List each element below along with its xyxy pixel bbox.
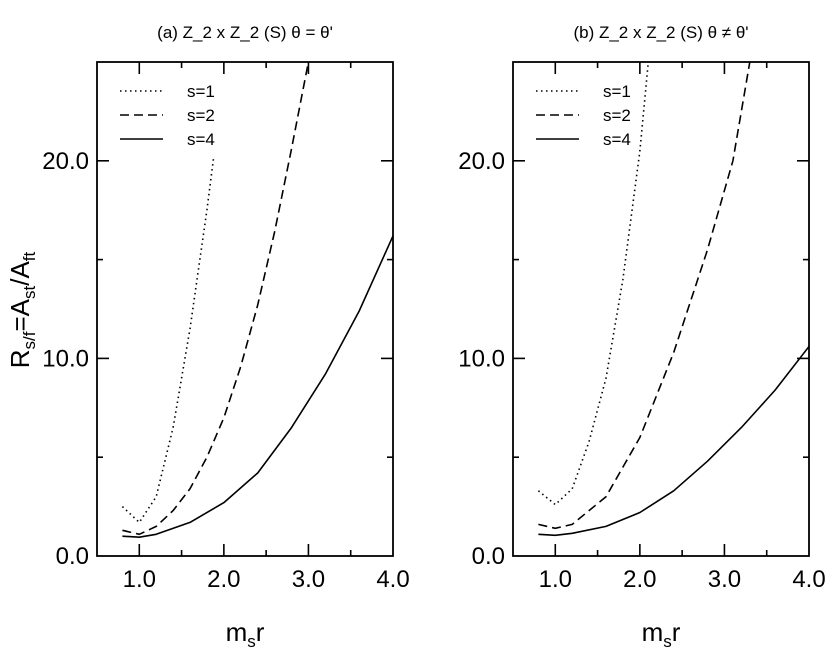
x-tick-label-b: 3.0 xyxy=(708,566,741,593)
y-axis-label: Rs/f=Ast/Aft xyxy=(5,251,39,368)
plot-frame-a xyxy=(96,61,394,557)
legend-label-b-s1: s=1 xyxy=(603,82,631,101)
y-tick-label-a: 10.0 xyxy=(42,345,89,372)
legend-label-a-s2: s=2 xyxy=(187,106,215,125)
x-tick-label-b: 4.0 xyxy=(792,566,825,593)
x-axis-label-a: msr xyxy=(226,617,265,651)
series-line-b-s2 xyxy=(538,62,751,530)
series-line-a-s4 xyxy=(122,235,393,539)
x-axis-label-b: msr xyxy=(642,617,681,651)
y-tick-label-b: 10.0 xyxy=(458,345,505,372)
plot-frame-b xyxy=(512,61,810,557)
y-tick-label-a: 0.0 xyxy=(56,543,89,570)
y-tick-label-b: 0.0 xyxy=(472,543,505,570)
series-line-a-s1 xyxy=(121,156,215,524)
chart-title-a: (a) Z_2 x Z_2 (S) θ = θ' xyxy=(157,23,333,42)
series-line-b-s4 xyxy=(538,346,809,537)
x-tick-label-a: 2.0 xyxy=(207,566,240,593)
y-tick-label-a: 20.0 xyxy=(42,148,89,175)
legend-label-b-s2: s=2 xyxy=(603,106,631,125)
chart-title-b: (b) Z_2 x Z_2 (S) θ ≠ θ' xyxy=(573,23,748,42)
legend-label-b-s4: s=4 xyxy=(603,130,631,149)
legend-label-a-s1: s=1 xyxy=(187,82,215,101)
series-group-a xyxy=(121,62,393,539)
series-line-b-s1 xyxy=(537,62,650,506)
legend-label-a-s4: s=4 xyxy=(187,130,215,149)
series-group-b xyxy=(537,62,809,537)
x-tick-label-b: 2.0 xyxy=(623,566,656,593)
panel-a: (a) Z_2 x Z_2 (S) θ = θ' 1.0 2.0 3.0 4.0 0.0 1… xyxy=(42,23,409,651)
series-line-a-s2 xyxy=(122,62,310,536)
x-tick-label-a: 4.0 xyxy=(376,566,409,593)
x-tick-label-b: 1.0 xyxy=(539,566,572,593)
y-tick-label-b: 20.0 xyxy=(458,148,505,175)
x-tick-label-a: 1.0 xyxy=(123,566,156,593)
panel-b: (b) Z_2 x Z_2 (S) θ ≠ θ' 1.0 2.0 3.0 4.0 0.0 1… xyxy=(458,23,825,651)
x-tick-label-a: 3.0 xyxy=(292,566,325,593)
